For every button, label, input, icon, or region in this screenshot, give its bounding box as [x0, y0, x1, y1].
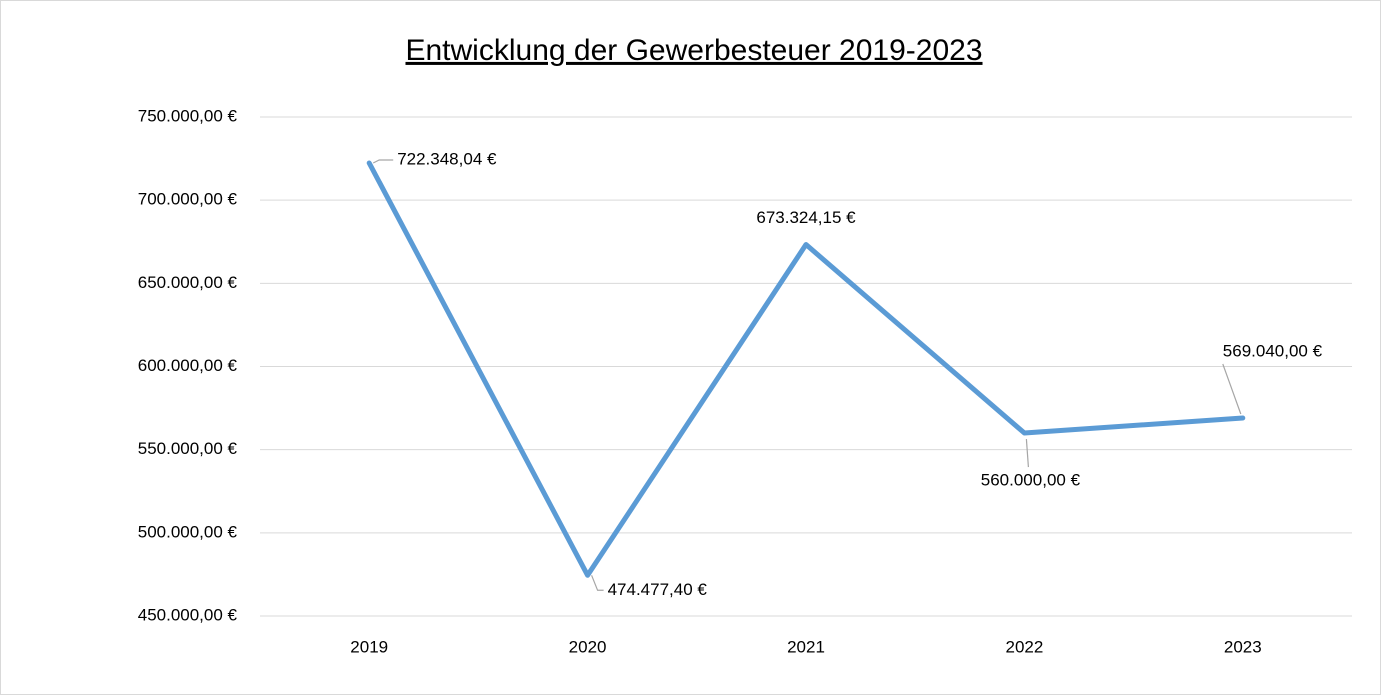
- x-tick-label: 2021: [787, 637, 825, 656]
- data-label: 722.348,04 €: [397, 149, 497, 168]
- chart-title: Entwicklung der Gewerbesteuer 2019-2023: [405, 34, 982, 67]
- y-tick-label: 750.000,00 €: [138, 106, 238, 125]
- x-tick-label: 2019: [350, 637, 388, 656]
- y-tick-label: 650.000,00 €: [138, 273, 238, 292]
- y-tick-label: 600.000,00 €: [138, 356, 238, 375]
- data-label: 569.040,00 €: [1223, 341, 1323, 360]
- leader-line: [1222, 363, 1242, 415]
- leader-line: [372, 159, 394, 164]
- y-tick-label: 450.000,00 €: [138, 605, 238, 624]
- y-tick-label: 550.000,00 €: [138, 439, 238, 458]
- x-tick-label: 2020: [569, 637, 607, 656]
- y-tick-label: 700.000,00 €: [138, 190, 238, 209]
- data-label: 474.477,40 €: [608, 580, 708, 599]
- leader-line: [1025, 438, 1029, 468]
- leader-line: [591, 575, 604, 591]
- y-tick-label: 500.000,00 €: [138, 522, 238, 541]
- x-tick-label: 2023: [1224, 637, 1262, 656]
- data-label: 560.000,00 €: [981, 471, 1081, 490]
- x-tick-label: 2022: [1005, 637, 1043, 656]
- data-label: 673.324,15 €: [756, 208, 856, 227]
- line: [366, 160, 1246, 578]
